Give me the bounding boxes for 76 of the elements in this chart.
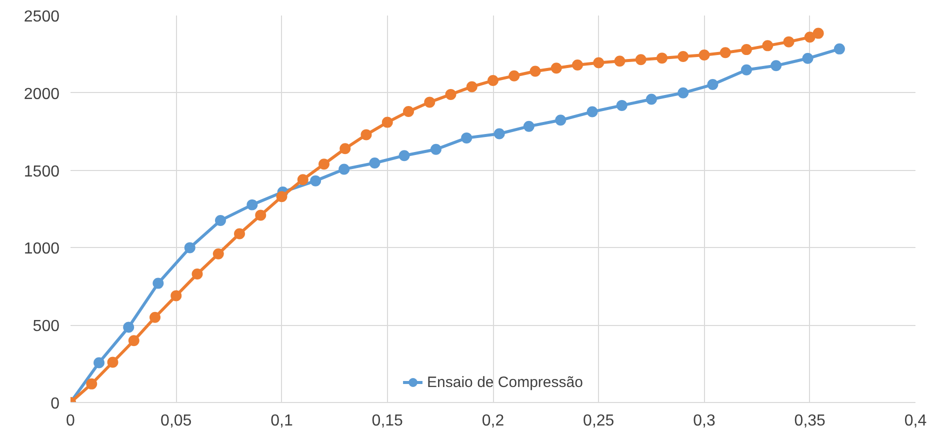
point	[338, 164, 350, 175]
point	[403, 106, 414, 117]
point	[152, 278, 164, 289]
point	[94, 357, 105, 368]
point	[382, 116, 393, 128]
point	[192, 268, 203, 280]
point	[770, 60, 782, 72]
point	[698, 49, 710, 60]
point	[635, 54, 646, 66]
x-tick-label: 0,05	[160, 412, 192, 430]
x-tick-label: 0,35	[794, 412, 826, 430]
point	[107, 356, 118, 368]
point	[720, 47, 731, 58]
point	[762, 40, 774, 52]
point	[494, 128, 505, 140]
x-tick-label: 0,15	[372, 412, 404, 430]
point	[802, 52, 814, 64]
point	[398, 150, 410, 162]
point	[656, 52, 668, 64]
point	[783, 36, 794, 48]
point	[340, 143, 351, 154]
x-tick-label: 0,3	[693, 412, 716, 430]
point	[555, 114, 566, 126]
point	[616, 100, 628, 111]
point	[445, 88, 456, 100]
y-tick-label: 500	[32, 318, 60, 336]
y-tick-label: 1500	[24, 163, 60, 180]
point	[276, 191, 288, 202]
point	[123, 322, 134, 333]
x-tick-label: 0,1	[270, 412, 293, 430]
point	[255, 210, 266, 221]
point	[488, 75, 498, 86]
y-tick-label: 1000	[24, 240, 60, 258]
x-tick-label: 0,2	[482, 412, 504, 430]
point	[360, 129, 372, 140]
point	[212, 248, 224, 260]
point	[170, 290, 182, 302]
point	[572, 60, 583, 71]
point	[586, 106, 598, 118]
x-tick-label: 0,25	[583, 412, 614, 430]
point	[150, 312, 160, 323]
point	[369, 158, 380, 169]
point	[678, 87, 689, 98]
point	[550, 62, 562, 74]
y-tick-label: 0	[50, 396, 60, 412]
y-tick-label: 2000	[24, 86, 60, 103]
point	[741, 44, 752, 56]
point	[297, 174, 308, 186]
point	[214, 214, 226, 226]
point	[646, 94, 657, 105]
point	[424, 96, 436, 108]
point	[678, 51, 689, 62]
point	[86, 378, 98, 390]
point	[430, 144, 442, 155]
point	[461, 132, 472, 144]
point	[318, 158, 330, 170]
point	[466, 81, 478, 92]
point	[707, 79, 718, 90]
point	[614, 56, 626, 67]
legend-label: Ensaio de Compressão	[427, 374, 583, 390]
x-tick-label: 0	[66, 412, 76, 430]
point	[812, 28, 824, 39]
point	[523, 120, 534, 132]
x-tick-label: 0,4	[904, 412, 927, 430]
point	[593, 57, 604, 68]
point	[128, 335, 140, 346]
point	[508, 70, 520, 82]
point	[310, 175, 322, 186]
point	[530, 66, 541, 77]
point	[834, 43, 845, 54]
y-tick-label: 2500	[24, 8, 60, 26]
point	[184, 242, 196, 254]
point	[741, 64, 752, 76]
point	[804, 32, 816, 43]
point	[246, 199, 258, 210]
point	[234, 228, 245, 240]
